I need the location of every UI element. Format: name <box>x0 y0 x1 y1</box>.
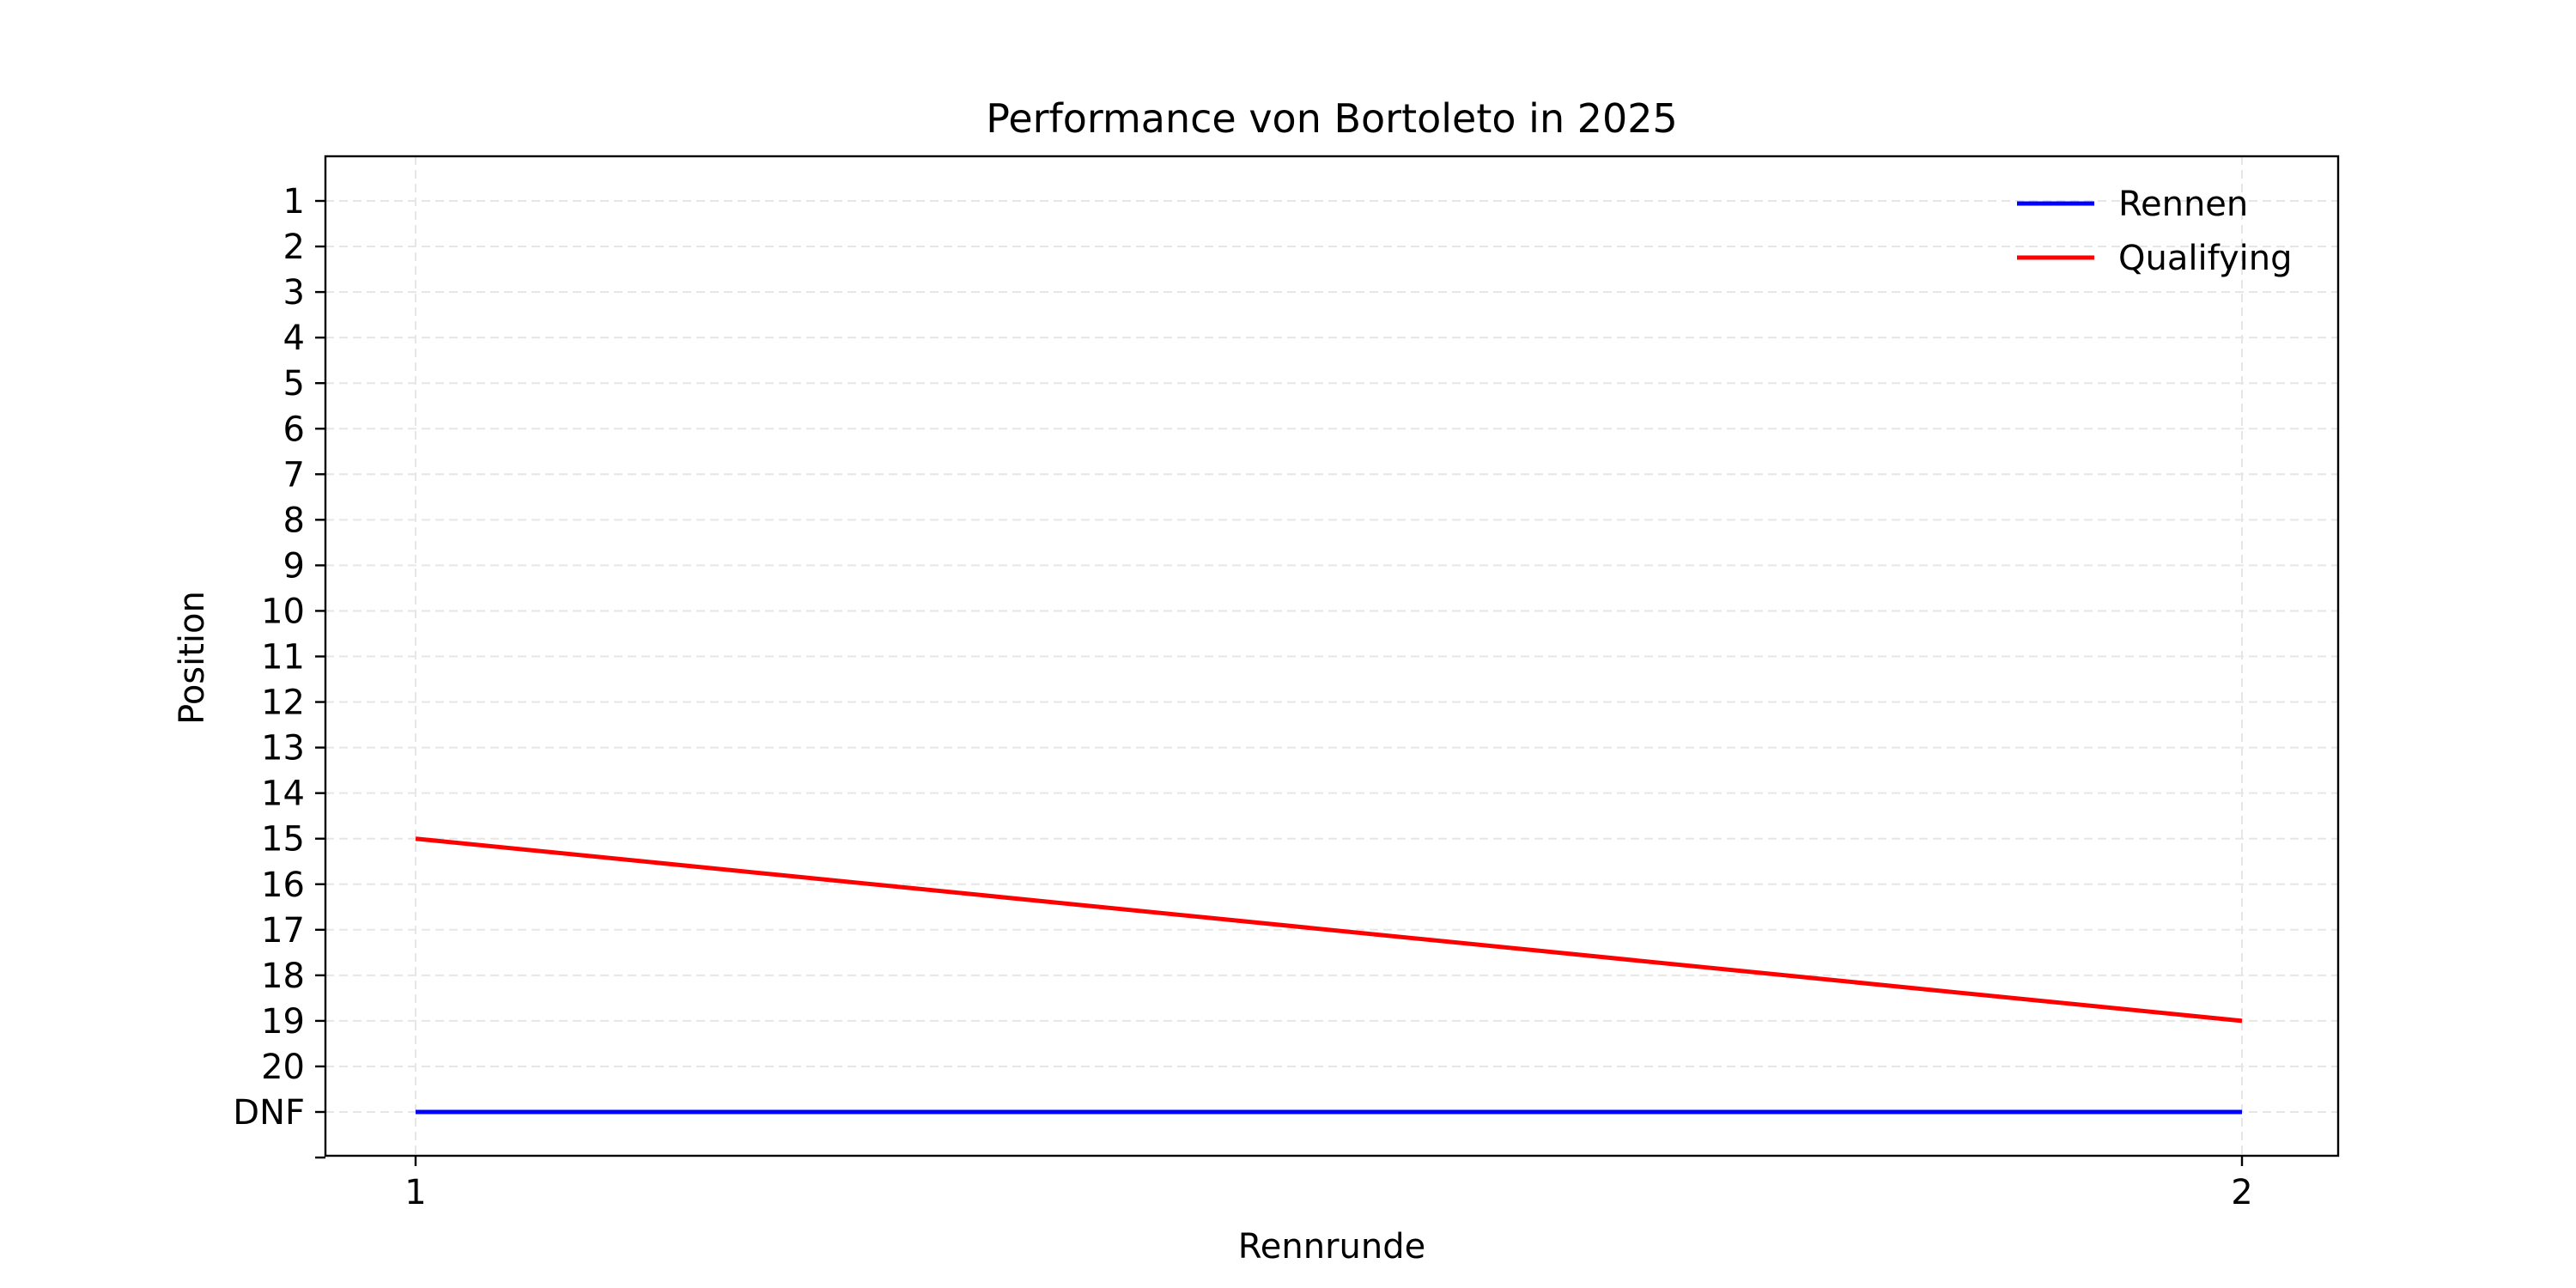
y-tick-label: 9 <box>283 546 305 586</box>
y-tick-label: 11 <box>261 638 305 677</box>
grid-layer <box>325 156 2338 1156</box>
y-tick-label: 6 <box>283 410 305 449</box>
y-tick-label: 7 <box>283 455 305 495</box>
y-tick-label: 18 <box>261 957 305 996</box>
y-tick-label: 4 <box>283 319 305 358</box>
legend-label-rennen: Rennen <box>2118 185 2248 224</box>
y-tick-label: 13 <box>261 729 305 769</box>
y-tick-label: 20 <box>261 1048 305 1087</box>
series-layer <box>415 836 2243 1115</box>
y-axis-label: Position <box>173 591 212 725</box>
y-tick-label: 17 <box>261 911 305 951</box>
chart-title: Performance von Bortoleto in 2025 <box>986 95 1678 142</box>
y-tick-label: 15 <box>261 820 305 860</box>
y-tick-label: 12 <box>261 683 305 723</box>
legend: Rennen Qualifying <box>2017 185 2292 278</box>
y-tick-label: 10 <box>261 592 305 631</box>
series-line-qualifying <box>415 836 2243 1024</box>
legend-label-qualifying: Qualifying <box>2118 239 2292 278</box>
x-tick-label: 2 <box>2231 1173 2252 1212</box>
x-tick-label: 1 <box>404 1173 426 1212</box>
y-tick-label: 3 <box>283 273 305 313</box>
y-tick-label: 14 <box>261 775 305 814</box>
y-tick-label: 1 <box>283 182 305 222</box>
y-tick-label: DNF <box>233 1093 305 1133</box>
y-tick-label: 8 <box>283 501 305 540</box>
y-tick-label: 5 <box>283 364 305 404</box>
y-tick-label: 19 <box>261 1002 305 1042</box>
y-tick-label: 16 <box>261 866 305 905</box>
x-axis-label: Rennrunde <box>1238 1227 1425 1267</box>
y-tick-label: 2 <box>283 228 305 267</box>
